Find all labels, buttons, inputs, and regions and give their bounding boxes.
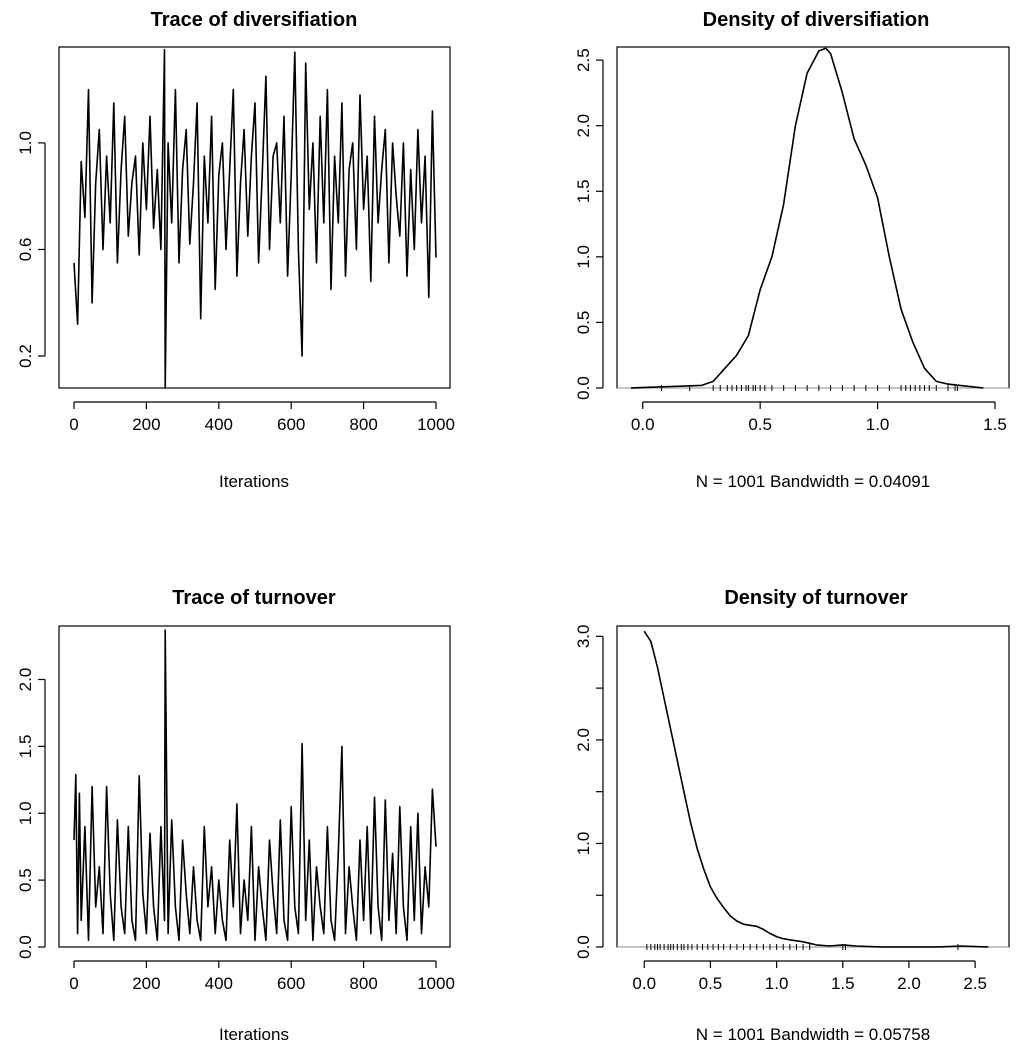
x-tick-label: 200: [132, 974, 160, 993]
series-line: [630, 47, 984, 389]
y-tick-label: 1.0: [574, 245, 593, 269]
y-tick-label: 2.5: [574, 48, 593, 72]
panel-title: Density of turnover: [724, 587, 908, 609]
plot-frame: [616, 46, 1010, 389]
x-tick-label: 1000: [417, 974, 455, 993]
x-tick-label: 800: [349, 974, 377, 993]
x-axis-label: Iterations: [219, 1025, 289, 1044]
panel-title: Trace of diversifiation: [151, 9, 358, 31]
plot-frame: [616, 625, 1010, 948]
series-layer: [617, 630, 1009, 950]
x-tick-label: 0: [69, 415, 78, 434]
panel-title: Density of diversifiation: [703, 9, 930, 31]
y-axis: 0.0 1.0 2.0 3.0: [574, 625, 604, 959]
x-tick-label: 1.5: [983, 415, 1007, 434]
x-tick-label: 1.0: [866, 415, 890, 434]
plot-frame: [58, 46, 451, 389]
y-axis: 0.0 0.5 1.0 1.5 2.0 2.5: [574, 48, 604, 400]
y-axis: 0.2 0.6 1.0: [16, 131, 46, 368]
series-line: [73, 48, 437, 389]
y-tick-label: 1.0: [574, 832, 593, 856]
x-tick-label: 1.0: [765, 974, 789, 993]
series-layer: [617, 47, 1009, 391]
y-tick-label: 0.0: [16, 935, 35, 959]
y-tick-label: 0.0: [574, 935, 593, 959]
x-axis: 0.0 0.5 1.0 1.5: [631, 401, 1007, 434]
series-layer: [73, 48, 437, 389]
y-tick-label: 2.0: [574, 728, 593, 752]
panel-title: Trace of turnover: [172, 587, 336, 609]
panel-trace-diversification: Trace of diversifiation 0 200 400 600 800 100…: [16, 9, 455, 491]
x-axis-label: N = 1001 Bandwidth = 0.04091: [696, 472, 930, 491]
plot-frame: [58, 625, 451, 948]
y-tick-label: 1.5: [16, 735, 35, 759]
x-axis: 0 200 400 600 800 1000: [69, 401, 455, 434]
x-axis-label: N = 1001 Bandwidth = 0.05758: [696, 1025, 930, 1044]
x-axis-label: Iterations: [219, 472, 289, 491]
x-tick-label: 2.0: [897, 974, 921, 993]
x-tick-label: 400: [205, 974, 233, 993]
y-tick-label: 3.0: [574, 625, 593, 649]
y-tick-label: 1.0: [16, 801, 35, 825]
panel-density-diversification: Density of diversifiation 0.0 0.5 1.0 1.5 0…: [574, 9, 1010, 491]
x-axis: 0.0 0.5 1.0 1.5 2.0 2.5: [632, 960, 987, 993]
x-tick-label: 1000: [417, 415, 455, 434]
x-tick-label: 2.5: [963, 974, 987, 993]
y-tick-label: 2.0: [16, 668, 35, 692]
y-tick-label: 0.5: [574, 311, 593, 335]
series-line: [643, 630, 989, 948]
y-tick-label: 0.5: [16, 868, 35, 892]
x-tick-label: 0.0: [632, 974, 656, 993]
y-tick-label: 2.0: [574, 114, 593, 138]
x-tick-label: 0.0: [631, 415, 655, 434]
x-tick-label: 1.5: [831, 974, 855, 993]
x-tick-label: 0: [69, 974, 78, 993]
series-layer: [73, 629, 437, 942]
x-tick-label: 400: [205, 415, 233, 434]
x-tick-label: 600: [277, 974, 305, 993]
x-tick-label: 200: [132, 415, 160, 434]
x-tick-label: 0.5: [699, 974, 723, 993]
y-tick-label: 1.5: [574, 179, 593, 203]
y-tick-label: 0.2: [16, 344, 35, 368]
y-tick-label: 0.0: [574, 376, 593, 400]
x-axis: 0 200 400 600 800 1000: [69, 960, 455, 993]
x-tick-label: 0.5: [748, 415, 772, 434]
y-tick-label: 0.6: [16, 238, 35, 262]
y-tick-label: 1.0: [16, 131, 35, 155]
series-line: [73, 629, 437, 942]
x-tick-label: 800: [349, 415, 377, 434]
x-tick-label: 600: [277, 415, 305, 434]
panel-trace-turnover: Trace of turnover 0 200 400 600 800 1000 0.00…: [16, 587, 455, 1044]
panel-density-turnover: Density of turnover 0.0 0.5 1.0 1.5 2.0 2.5 0…: [574, 587, 1010, 1044]
y-axis: 0.0 0.5 1.0 1.5 2.0: [16, 668, 46, 959]
